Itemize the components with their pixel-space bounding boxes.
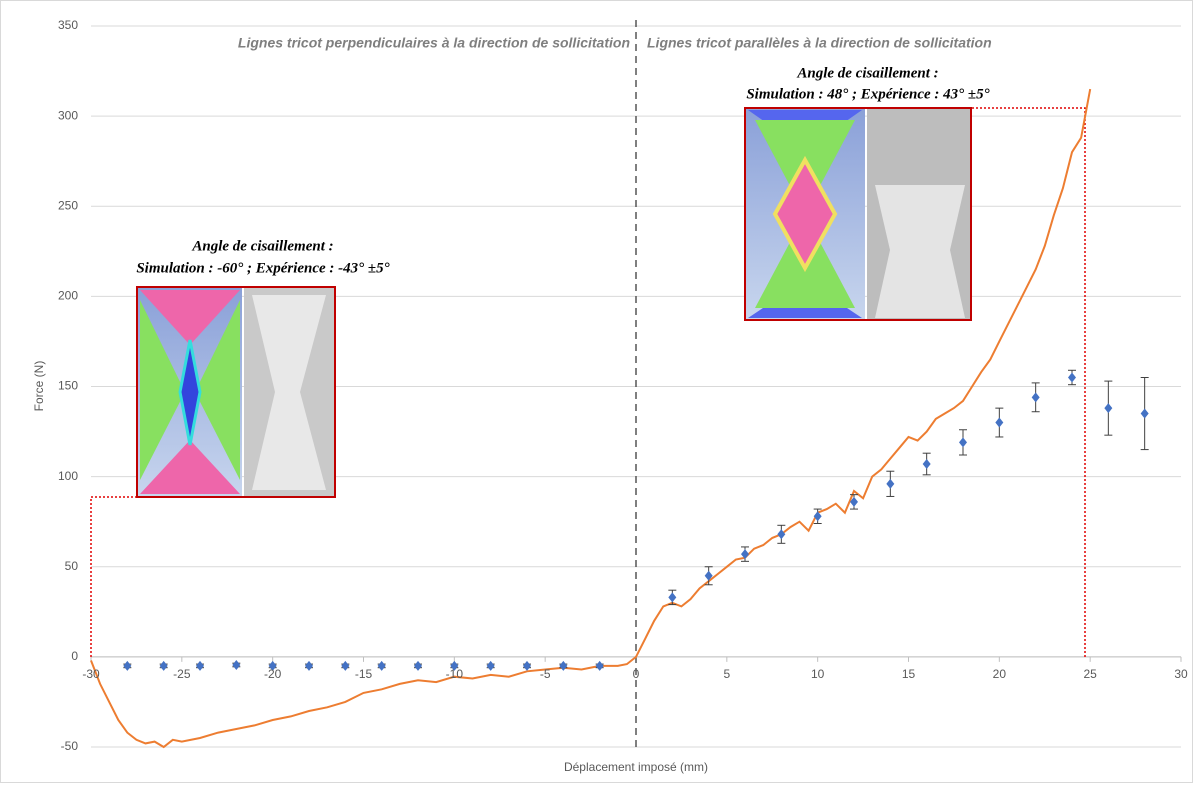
annotation: Angle de cisaillement : xyxy=(191,238,333,254)
annotation: Lignes tricot parallèles à la direction … xyxy=(647,35,992,51)
x-tick-label: 15 xyxy=(902,667,916,681)
y-tick-label: 250 xyxy=(58,198,78,212)
x-tick-label: 25 xyxy=(1083,667,1097,681)
annotation: Simulation : 48° ; Expérience : 43° ±5° xyxy=(746,86,989,102)
y-tick-label: 150 xyxy=(58,379,78,393)
x-tick-label: -25 xyxy=(173,667,191,681)
x-tick-label: -10 xyxy=(446,667,464,681)
x-tick-label: 0 xyxy=(633,667,640,681)
annotation: Angle de cisaillement : xyxy=(796,65,938,81)
y-tick-label: 300 xyxy=(58,108,78,122)
y-tick-label: 50 xyxy=(65,559,79,573)
x-tick-label: -20 xyxy=(264,667,282,681)
y-tick-label: 200 xyxy=(58,289,78,303)
annotation: Lignes tricot perpendiculaires à la dire… xyxy=(238,35,630,51)
x-tick-label: 20 xyxy=(993,667,1007,681)
x-tick-label: 5 xyxy=(723,667,730,681)
x-tick-label: 30 xyxy=(1174,667,1188,681)
y-axis-title: Force (N) xyxy=(32,361,46,412)
x-tick-label: -30 xyxy=(82,667,100,681)
x-tick-label: -15 xyxy=(355,667,373,681)
y-tick-label: 0 xyxy=(71,649,78,663)
y-tick-label: 100 xyxy=(58,469,78,483)
y-tick-label: 350 xyxy=(58,18,78,32)
annotation: Simulation : -60° ; Expérience : -43° ±5… xyxy=(136,260,389,276)
y-tick-label: -50 xyxy=(61,739,79,753)
x-tick-label: -5 xyxy=(540,667,551,681)
x-tick-label: 10 xyxy=(811,667,825,681)
x-axis-title: Déplacement imposé (mm) xyxy=(564,760,708,774)
chart: Lignes tricot perpendiculaires à la dire… xyxy=(0,0,1193,783)
